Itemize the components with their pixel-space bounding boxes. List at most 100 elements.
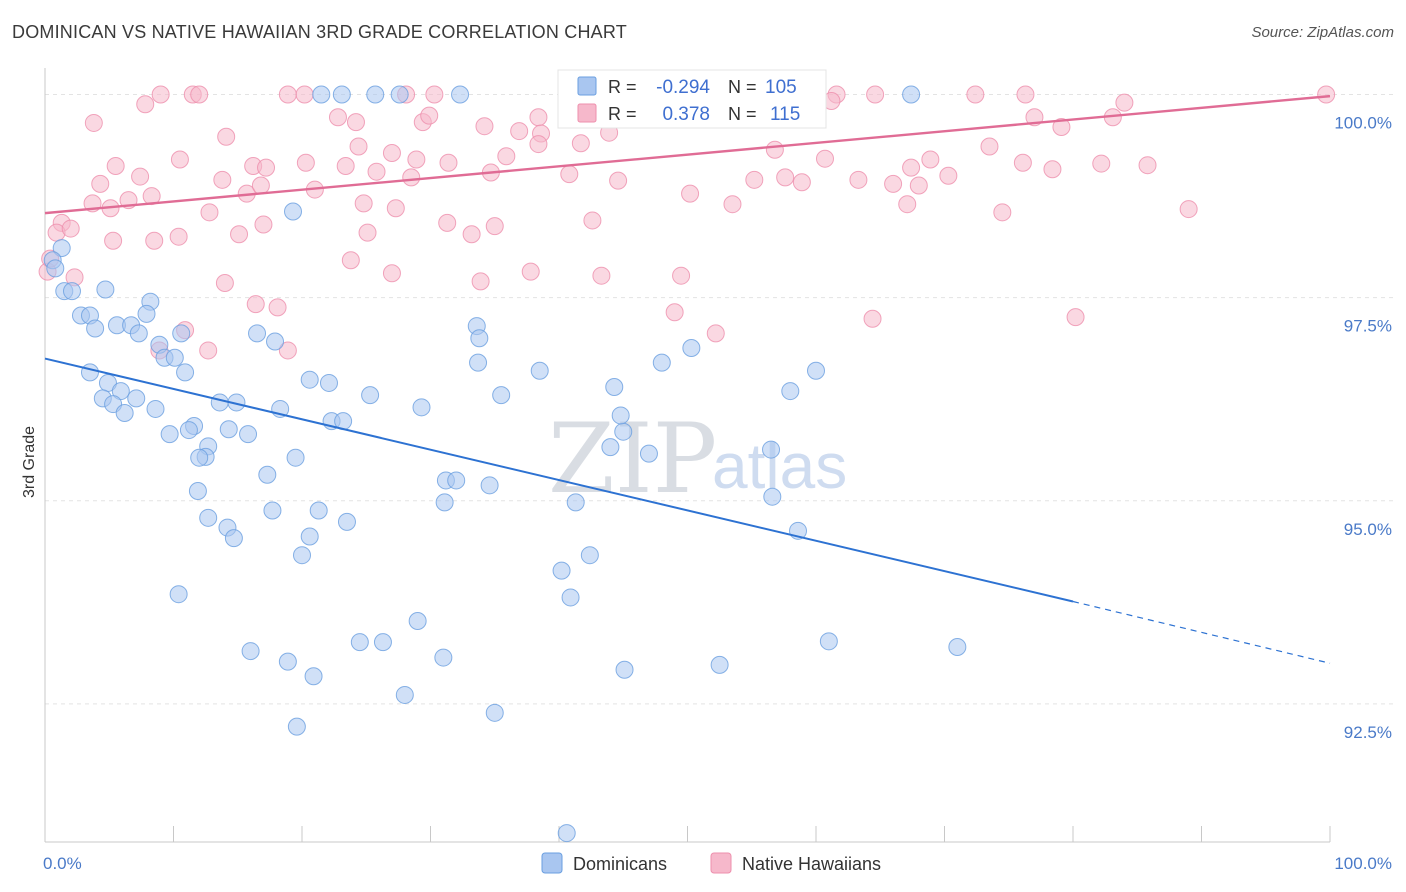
data-point — [309, 501, 328, 520]
data-point — [815, 149, 834, 168]
data-point — [248, 324, 267, 343]
data-point — [179, 421, 198, 440]
data-point — [268, 298, 287, 317]
data-point — [966, 85, 985, 104]
data-point — [354, 194, 373, 213]
data-point — [296, 153, 315, 172]
data-point — [560, 165, 579, 184]
data-point — [328, 108, 347, 127]
correlation-legend: R = -0.294 N = 105 R = 0.378 N = 115 — [557, 69, 827, 129]
data-point — [61, 219, 80, 238]
data-point — [863, 309, 882, 328]
legend-swatch-dominicans — [541, 852, 563, 874]
watermark-atlas: atlas — [712, 430, 847, 502]
y-tick-label: 97.5% — [1344, 317, 1392, 336]
data-point — [390, 85, 409, 104]
data-point — [485, 217, 504, 236]
data-point — [286, 448, 305, 467]
data-point — [470, 329, 489, 348]
legend-box — [557, 69, 827, 129]
data-point — [104, 231, 123, 250]
y-axis-label: 3rd Grade — [21, 426, 38, 498]
data-point — [210, 393, 229, 412]
series-native-hawaiians — [38, 85, 1336, 360]
data-point — [1043, 160, 1062, 179]
legend-r-value-native-hawaiians: 0.378 — [662, 104, 710, 125]
data-point — [96, 280, 115, 299]
data-point — [492, 386, 511, 405]
series-dominicans — [43, 85, 967, 843]
data-point — [665, 303, 684, 322]
data-point — [319, 373, 338, 392]
data-point — [169, 227, 188, 246]
data-point — [254, 215, 273, 234]
data-point — [939, 166, 958, 185]
series-legend: Dominicans Native Hawaiians — [541, 852, 881, 874]
data-point — [165, 348, 184, 367]
data-point — [849, 170, 868, 189]
data-point — [765, 140, 784, 159]
data-point — [246, 295, 265, 314]
data-point — [745, 170, 764, 189]
legend-r-value-dominicans: -0.294 — [656, 77, 710, 98]
data-point — [199, 508, 218, 527]
data-point — [332, 85, 351, 104]
data-point — [1317, 85, 1336, 104]
data-point — [580, 546, 599, 565]
legend-r-label: R = — [608, 77, 637, 97]
legend-swatch-native-hawaiians — [710, 852, 732, 874]
data-point — [160, 425, 179, 444]
data-point — [521, 262, 540, 281]
y-tick-label: 95.0% — [1344, 520, 1392, 539]
data-point — [475, 117, 494, 136]
data-point — [1066, 308, 1085, 327]
data-point — [86, 319, 105, 338]
data-point — [151, 85, 170, 104]
x-tick-labels: 0.0% 100.0% — [43, 854, 1392, 873]
legend-label-dominicans: Dominicans — [573, 854, 667, 874]
data-point — [219, 420, 238, 439]
data-point — [46, 259, 65, 278]
data-point — [1138, 156, 1157, 175]
data-point — [510, 122, 529, 141]
data-point — [819, 632, 838, 651]
y-tick-labels: 92.5% 95.0% 97.5% 100.0% — [1334, 114, 1392, 742]
data-point — [367, 162, 386, 181]
data-point — [188, 482, 207, 500]
data-point — [601, 438, 620, 457]
data-point — [346, 113, 365, 132]
trend-line-dominicans-extension — [1072, 600, 1331, 664]
data-point — [382, 144, 401, 162]
data-point — [652, 353, 671, 372]
data-point — [710, 655, 729, 674]
watermark: ZIP atlas — [548, 403, 847, 515]
data-point — [341, 251, 360, 270]
data-point — [762, 440, 781, 459]
data-point — [293, 546, 311, 565]
data-point — [263, 501, 282, 520]
data-point — [115, 404, 134, 422]
data-point — [529, 108, 548, 127]
data-point — [462, 225, 481, 244]
data-point — [199, 341, 218, 360]
data-point — [336, 157, 355, 175]
data-point — [386, 199, 405, 218]
data-point — [681, 184, 700, 203]
data-point — [706, 324, 725, 343]
data-point — [485, 703, 504, 722]
data-point — [420, 106, 439, 125]
data-point — [1052, 118, 1071, 136]
data-point — [425, 85, 444, 104]
y-tick-label: 100.0% — [1334, 114, 1392, 133]
data-point — [266, 332, 285, 351]
data-point — [1115, 93, 1134, 112]
data-point — [278, 341, 297, 360]
data-point — [615, 660, 634, 679]
data-point — [224, 529, 243, 548]
source-label: Source: ZipAtlas.com — [1251, 24, 1394, 41]
data-point — [373, 633, 392, 652]
data-point — [287, 717, 306, 736]
data-point — [480, 476, 499, 495]
data-point — [257, 158, 276, 177]
